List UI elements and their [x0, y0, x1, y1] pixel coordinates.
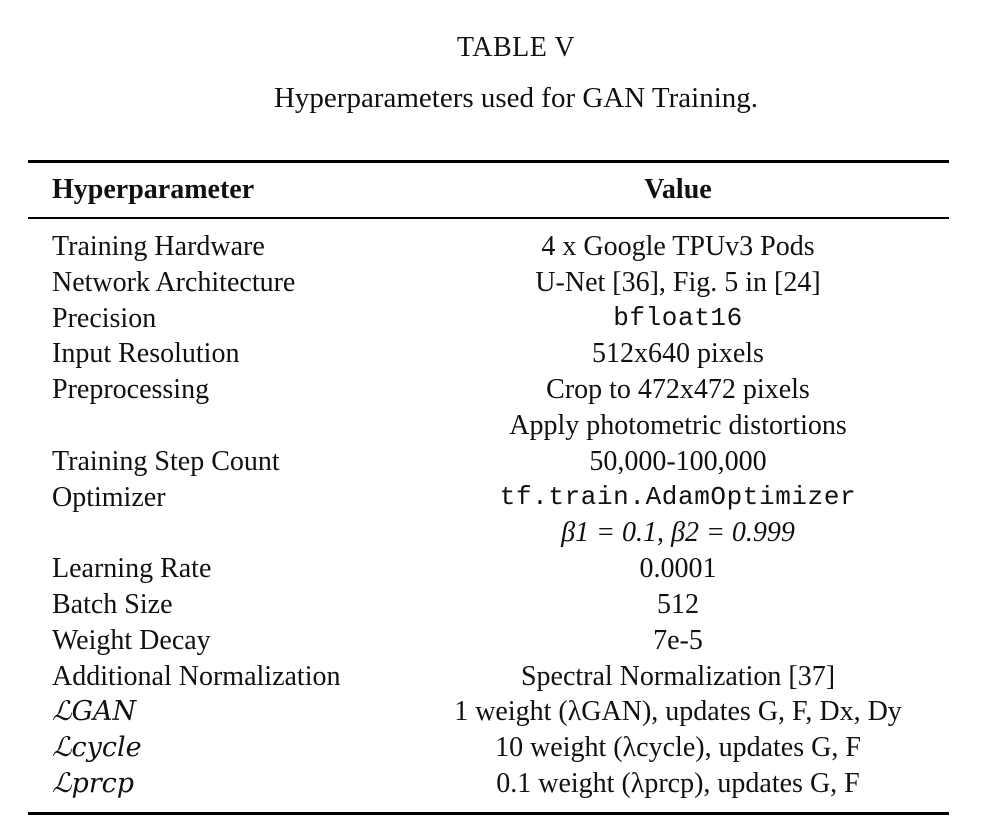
row-value: Apply photometric distortions [509, 409, 847, 441]
row-value: 0.0001 [639, 553, 717, 585]
table-row: β1 = 0.1, β2 = 0.999 [0, 515, 998, 551]
row-value: Spectral Normalization [37] [520, 660, 836, 692]
row-param: Additional Normalization [52, 660, 341, 692]
table-row: ℒcycle 10 weight (λcycle), updates G, F [0, 730, 998, 766]
header-value: Value [644, 174, 712, 205]
table-row: ℒprcp 0.1 weight (λprcp), updates G, F [0, 766, 998, 802]
table-caption: Hyperparameters used for GAN Training. [273, 82, 759, 114]
row-param: ℒcycle [52, 732, 142, 764]
row-param: Precision [52, 302, 157, 334]
row-value: 0.1 weight (λprcp), updates G, F [496, 767, 860, 799]
row-param: Input Resolution [52, 338, 240, 370]
row-value: 7e-5 [653, 624, 703, 656]
row-param: Training Step Count [52, 445, 280, 477]
row-value: β1 = 0.1, β2 = 0.999 [561, 517, 795, 549]
header-rule [28, 217, 949, 219]
row-param: Learning Rate [52, 553, 212, 585]
table-row: Additional Normalization Spectral Normal… [0, 659, 998, 695]
table-number: TABLE V [456, 32, 576, 63]
row-value: U-Net [36], Fig. 5 in [24] [535, 266, 821, 298]
table-row: ℒGAN 1 weight (λGAN), updates G, F, Dx, … [0, 694, 998, 730]
top-rule [28, 160, 949, 163]
row-value: 512 [657, 588, 699, 620]
table-row: Training Step Count 50,000-100,000 [0, 444, 998, 480]
table-row: Network Architecture U-Net [36], Fig. 5 … [0, 265, 998, 301]
row-param: Network Architecture [52, 266, 296, 298]
row-value: tf.train.AdamOptimizer [499, 481, 857, 512]
row-param: Batch Size [52, 588, 173, 620]
table-row: Learning Rate 0.0001 [0, 551, 998, 587]
row-value: 4 x Google TPUv3 Pods [541, 231, 815, 262]
row-param: ℒprcp [52, 767, 135, 799]
row-param: ℒGAN [52, 696, 137, 728]
row-value: 10 weight (λcycle), updates G, F [495, 732, 861, 764]
row-value: bfloat16 [613, 302, 743, 333]
table-row: Preprocessing Crop to 472x472 pixels [0, 372, 998, 408]
table-row: Batch Size 512 [0, 587, 998, 623]
table-row: Training Hardware 4 x Google TPUv3 Pods [0, 229, 998, 265]
row-value: 50,000-100,000 [589, 445, 767, 477]
table-row: Precision bfloat16 [0, 301, 998, 337]
table-row: Apply photometric distortions [0, 408, 998, 444]
row-value: 512x640 pixels [592, 338, 764, 370]
row-param: Weight Decay [52, 624, 211, 656]
row-param: Optimizer [52, 481, 166, 513]
table-row: Input Resolution 512x640 pixels [0, 336, 998, 372]
row-param: Training Hardware [52, 231, 265, 262]
table-header-row: Hyperparameter Value [0, 172, 998, 208]
table-row: Weight Decay 7e-5 [0, 623, 998, 659]
row-value: Crop to 472x472 pixels [546, 374, 810, 406]
bottom-rule [28, 812, 949, 815]
header-hyperparameter: Hyperparameter [52, 174, 255, 205]
table-row: Optimizer tf.train.AdamOptimizer [0, 480, 998, 516]
row-value: 1 weight (λGAN), updates G, F, Dx, Dy [454, 696, 902, 728]
table-body: Training Hardware 4 x Google TPUv3 Pods … [0, 229, 998, 802]
row-param: Preprocessing [52, 374, 210, 406]
